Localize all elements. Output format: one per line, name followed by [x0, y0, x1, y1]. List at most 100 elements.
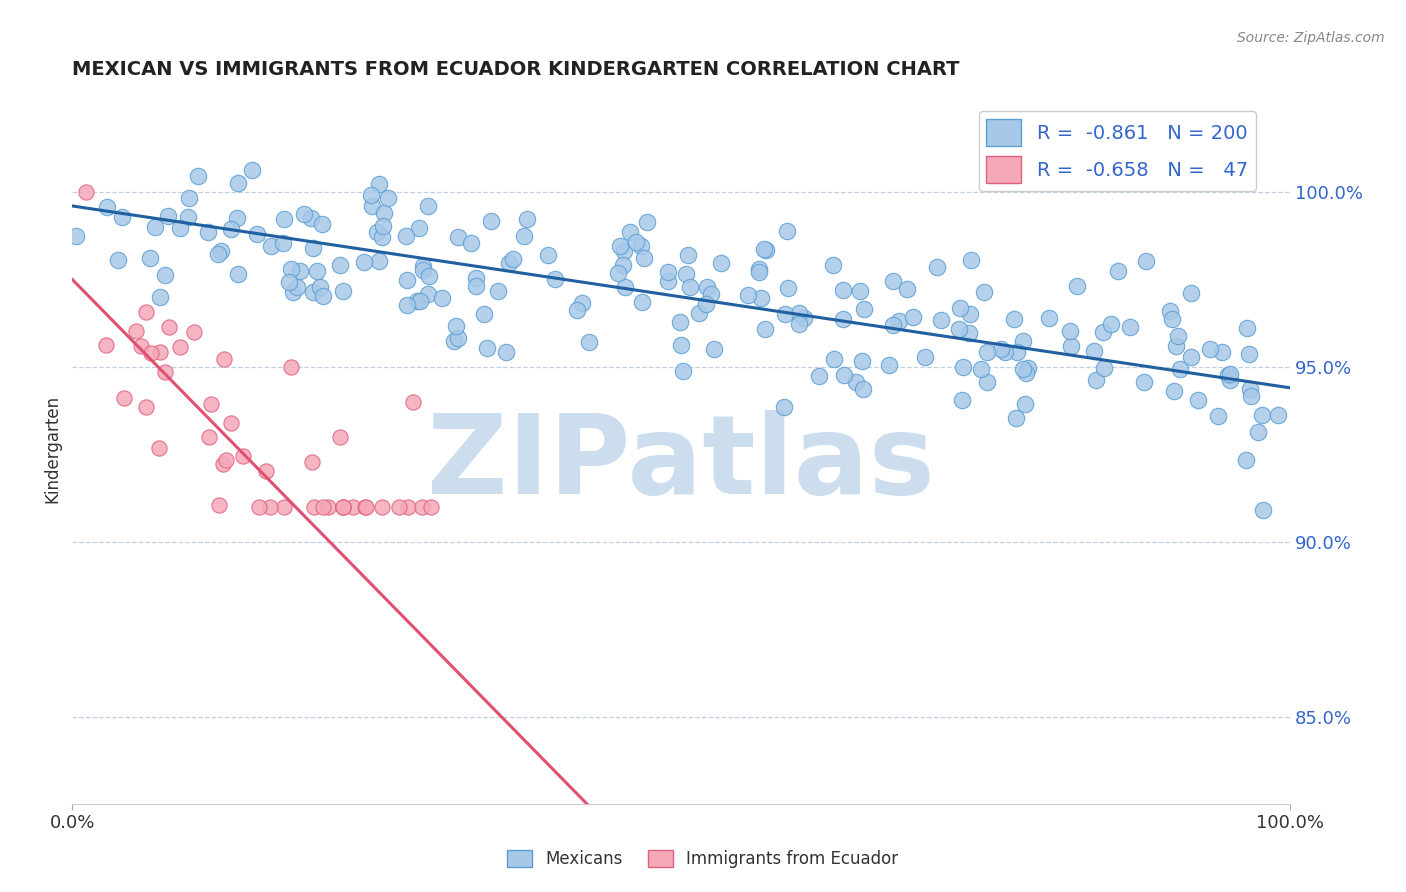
Point: [903, 310, 925, 324]
Point: [821, 258, 844, 272]
Point: [1159, 304, 1181, 318]
Point: [990, 343, 1012, 357]
Point: [960, 253, 983, 268]
Point: [183, 325, 205, 339]
Point: [755, 243, 778, 257]
Point: [169, 340, 191, 354]
Point: [371, 500, 394, 514]
Point: [700, 287, 723, 301]
Point: [212, 457, 235, 471]
Point: [612, 258, 634, 272]
Point: [1135, 254, 1157, 268]
Point: [395, 229, 418, 244]
Point: [197, 225, 219, 239]
Point: [1164, 339, 1187, 353]
Point: [502, 252, 524, 266]
Point: [138, 251, 160, 265]
Point: [831, 283, 853, 297]
Point: [1199, 343, 1222, 357]
Point: [929, 313, 952, 327]
Point: [737, 287, 759, 301]
Point: [329, 258, 352, 272]
Point: [475, 341, 498, 355]
Point: [219, 221, 242, 235]
Point: [1206, 409, 1229, 423]
Point: [465, 271, 488, 285]
Text: Source: ZipAtlas.com: Source: ZipAtlas.com: [1237, 31, 1385, 45]
Point: [776, 281, 799, 295]
Point: [408, 221, 430, 235]
Point: [329, 430, 352, 444]
Point: [994, 344, 1017, 359]
Point: [472, 307, 495, 321]
Point: [832, 368, 855, 382]
Point: [613, 244, 636, 258]
Point: [388, 500, 411, 514]
Point: [748, 265, 770, 279]
Point: [631, 295, 654, 310]
Point: [1005, 411, 1028, 425]
Point: [845, 376, 868, 390]
Point: [207, 247, 229, 261]
Point: [1107, 264, 1129, 278]
Point: [260, 238, 283, 252]
Point: [1163, 384, 1185, 399]
Point: [301, 455, 323, 469]
Point: [302, 500, 325, 514]
Point: [353, 255, 375, 269]
Point: [1066, 279, 1088, 293]
Point: [1015, 366, 1038, 380]
Point: [537, 248, 560, 262]
Point: [882, 318, 904, 333]
Point: [169, 220, 191, 235]
Point: [624, 235, 647, 249]
Point: [232, 449, 254, 463]
Point: [285, 280, 308, 294]
Point: [669, 315, 692, 329]
Point: [1167, 329, 1189, 343]
Point: [395, 298, 418, 312]
Point: [710, 255, 733, 269]
Point: [281, 285, 304, 299]
Point: [290, 264, 312, 278]
Point: [773, 400, 796, 414]
Point: [332, 500, 354, 514]
Point: [633, 251, 655, 265]
Point: [787, 317, 810, 331]
Point: [135, 400, 157, 414]
Point: [464, 279, 486, 293]
Y-axis label: Kindergarten: Kindergarten: [44, 395, 60, 503]
Point: [1133, 375, 1156, 389]
Point: [498, 256, 520, 270]
Point: [214, 351, 236, 366]
Point: [280, 359, 302, 374]
Point: [273, 500, 295, 514]
Point: [848, 285, 870, 299]
Point: [332, 284, 354, 298]
Text: MEXICAN VS IMMIGRANTS FROM ECUADOR KINDERGARTEN CORRELATION CHART: MEXICAN VS IMMIGRANTS FROM ECUADOR KINDE…: [72, 60, 960, 78]
Point: [754, 322, 776, 336]
Point: [246, 227, 269, 242]
Point: [776, 224, 799, 238]
Point: [914, 350, 936, 364]
Point: [1007, 345, 1029, 359]
Point: [1002, 312, 1025, 326]
Point: [406, 293, 429, 308]
Legend: R =  -0.861   N = 200, R =  -0.658   N =   47: R = -0.861 N = 200, R = -0.658 N = 47: [979, 111, 1256, 191]
Point: [678, 280, 700, 294]
Point: [614, 280, 637, 294]
Point: [853, 301, 876, 316]
Point: [443, 334, 465, 349]
Point: [94, 338, 117, 352]
Point: [976, 345, 998, 359]
Point: [75, 186, 97, 200]
Point: [949, 301, 972, 315]
Point: [1085, 373, 1108, 387]
Point: [299, 211, 322, 225]
Point: [703, 343, 725, 357]
Point: [676, 248, 699, 262]
Point: [226, 211, 249, 225]
Point: [544, 272, 567, 286]
Point: [889, 313, 911, 327]
Point: [973, 285, 995, 299]
